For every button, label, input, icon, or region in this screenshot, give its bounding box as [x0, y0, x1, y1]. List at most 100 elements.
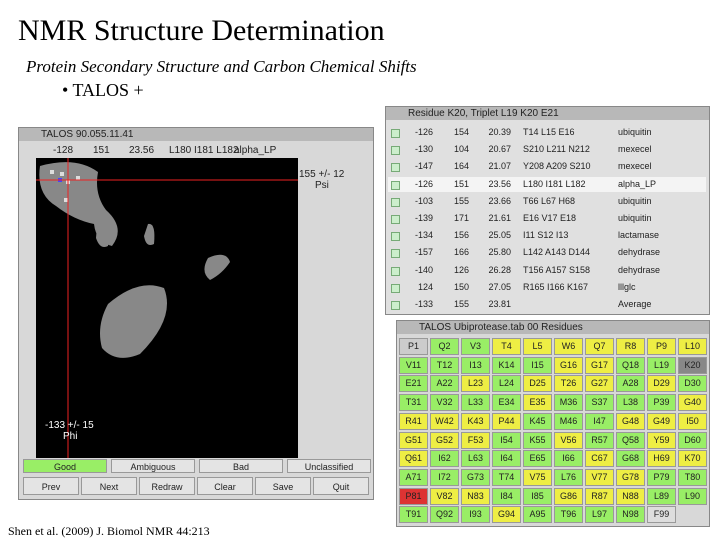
residue-cell[interactable]: F99: [647, 506, 676, 524]
action-button[interactable]: Save: [255, 477, 311, 495]
residue-cell[interactable]: L63: [461, 450, 490, 468]
checkbox[interactable]: [391, 163, 400, 173]
residue-cell[interactable]: W6: [554, 338, 583, 355]
residue-cell[interactable]: Q2: [430, 338, 459, 355]
residue-cell[interactable]: L97: [585, 506, 614, 524]
residue-cell[interactable]: I50: [678, 412, 707, 430]
residue-cell[interactable]: Q92: [430, 506, 459, 524]
residue-cell[interactable]: L10: [678, 338, 707, 355]
residue-cell[interactable]: I64: [492, 450, 521, 468]
residue-cell[interactable]: I62: [430, 450, 459, 468]
residue-cell[interactable]: S37: [585, 394, 614, 412]
residue-cell[interactable]: N98: [616, 506, 645, 524]
residue-cell[interactable]: N88: [616, 487, 645, 505]
residue-cell[interactable]: A95: [523, 506, 552, 524]
residue-cell[interactable]: G17: [585, 356, 614, 374]
checkbox[interactable]: [391, 266, 400, 276]
residue-cell[interactable]: Y59: [647, 431, 676, 449]
residue-cell[interactable]: I66: [554, 450, 583, 468]
residue-cell[interactable]: R8: [616, 338, 645, 355]
residue-cell[interactable]: G68: [616, 450, 645, 468]
residue-cell[interactable]: L23: [461, 375, 490, 393]
residue-cell[interactable]: T74: [492, 468, 521, 486]
residue-cell[interactable]: L38: [616, 394, 645, 412]
residue-cell[interactable]: V3: [461, 338, 490, 355]
residue-cell[interactable]: F53: [461, 431, 490, 449]
residue-cell[interactable]: V32: [430, 394, 459, 412]
action-button[interactable]: Quit: [313, 477, 369, 495]
residue-cell[interactable]: T96: [554, 506, 583, 524]
residue-cell[interactable]: G16: [554, 356, 583, 374]
checkbox[interactable]: [391, 215, 400, 224]
residue-cell[interactable]: D25: [523, 375, 552, 393]
residue-cell[interactable]: P81: [399, 487, 428, 505]
residue-cell[interactable]: D30: [678, 375, 707, 393]
residue-cell[interactable]: I47: [585, 412, 614, 430]
residue-cell[interactable]: G78: [616, 468, 645, 486]
residue-cell[interactable]: G49: [647, 412, 676, 430]
residue-cell[interactable]: P39: [647, 394, 676, 412]
residue-cell[interactable]: G94: [492, 506, 521, 524]
checkbox[interactable]: [391, 180, 400, 190]
residue-cell[interactable]: E35: [523, 394, 552, 412]
residue-cell[interactable]: L5: [523, 338, 552, 355]
residue-cell[interactable]: V11: [399, 356, 428, 374]
residue-cell[interactable]: Q7: [585, 338, 614, 355]
class-button[interactable]: Good: [23, 459, 107, 473]
class-button[interactable]: Unclassified: [287, 459, 371, 473]
residue-cell[interactable]: W42: [430, 412, 459, 430]
residue-cell[interactable]: I15: [523, 356, 552, 374]
residue-cell[interactable]: G86: [554, 487, 583, 505]
residue-cell[interactable]: Q58: [616, 431, 645, 449]
checkbox[interactable]: [391, 249, 400, 259]
action-button[interactable]: Next: [81, 477, 137, 495]
residue-cell[interactable]: M46: [554, 412, 583, 430]
residue-cell[interactable]: K55: [523, 431, 552, 449]
residue-cell[interactable]: T31: [399, 394, 428, 412]
residue-cell[interactable]: P9: [647, 338, 676, 355]
action-button[interactable]: Redraw: [139, 477, 195, 495]
residue-cell[interactable]: L19: [647, 356, 676, 374]
residue-cell[interactable]: P1: [399, 338, 428, 355]
residue-cell[interactable]: L90: [678, 487, 707, 505]
residue-cell[interactable]: L89: [647, 487, 676, 505]
residue-cell[interactable]: I54: [492, 431, 521, 449]
residue-cell[interactable]: K43: [461, 412, 490, 430]
class-button[interactable]: Bad: [199, 459, 283, 473]
checkbox[interactable]: [391, 283, 400, 293]
residue-cell[interactable]: T91: [399, 506, 428, 524]
residue-cell[interactable]: D29: [647, 375, 676, 393]
residue-cell[interactable]: V82: [430, 487, 459, 505]
residue-cell[interactable]: A22: [430, 375, 459, 393]
residue-cell[interactable]: G27: [585, 375, 614, 393]
residue-cell[interactable]: R41: [399, 412, 428, 430]
residue-cell[interactable]: I85: [523, 487, 552, 505]
residue-cell[interactable]: P79: [647, 468, 676, 486]
residue-cell[interactable]: D60: [678, 431, 707, 449]
checkbox[interactable]: [391, 301, 400, 310]
residue-cell[interactable]: R87: [585, 487, 614, 505]
residue-cell[interactable]: K14: [492, 356, 521, 374]
residue-cell[interactable]: I93: [461, 506, 490, 524]
residue-cell[interactable]: E65: [523, 450, 552, 468]
residue-cell[interactable]: V56: [554, 431, 583, 449]
residue-cell[interactable]: L33: [461, 394, 490, 412]
residue-cell[interactable]: E34: [492, 394, 521, 412]
residue-cell[interactable]: V75: [523, 468, 552, 486]
residue-cell[interactable]: C67: [585, 450, 614, 468]
residue-cell[interactable]: K20: [678, 356, 707, 374]
residue-cell[interactable]: T4: [492, 338, 521, 355]
residue-cell[interactable]: G51: [399, 431, 428, 449]
checkbox[interactable]: [391, 129, 400, 138]
residue-cell[interactable]: I84: [492, 487, 521, 505]
residue-cell[interactable]: T80: [678, 468, 707, 486]
residue-cell[interactable]: L76: [554, 468, 583, 486]
residue-cell[interactable]: K45: [523, 412, 552, 430]
residue-cell[interactable]: G73: [461, 468, 490, 486]
checkbox[interactable]: [391, 146, 400, 156]
residue-cell[interactable]: H69: [647, 450, 676, 468]
residue-cell[interactable]: E21: [399, 375, 428, 393]
residue-cell[interactable]: G48: [616, 412, 645, 430]
residue-cell[interactable]: G40: [678, 394, 707, 412]
residue-cell[interactable]: T12: [430, 356, 459, 374]
